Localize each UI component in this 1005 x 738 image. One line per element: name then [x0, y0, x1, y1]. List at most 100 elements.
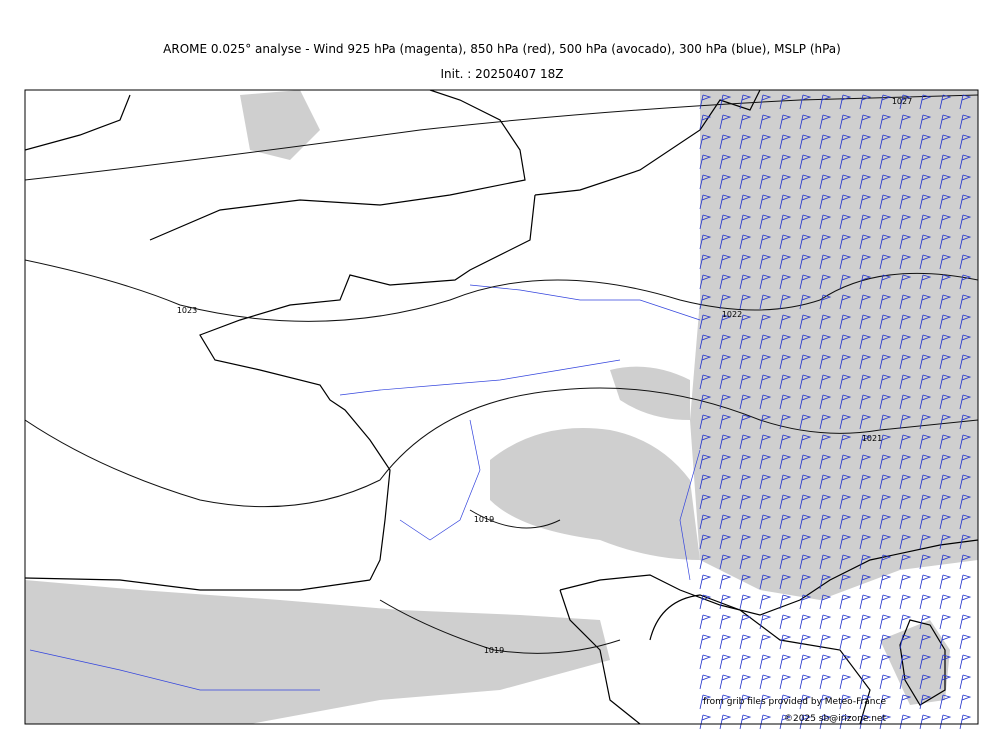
wind-barb: [819, 654, 824, 670]
wind-flag: [841, 614, 852, 621]
wind-flag: [841, 94, 852, 101]
isobars: [25, 94, 978, 654]
wind-barb: [759, 694, 764, 710]
wind-barb: [879, 354, 884, 370]
wind-flag: [961, 154, 972, 161]
wind-flag: [961, 554, 972, 561]
wind-flag: [801, 574, 812, 581]
wind-barb: [799, 394, 804, 410]
wind-barb: [919, 254, 924, 270]
wind-flag: [961, 654, 972, 661]
wind-flag: [941, 154, 952, 161]
wind-barb: [919, 194, 924, 210]
wind-barb: [919, 234, 924, 250]
wind-flag: [801, 94, 812, 101]
wind-flag: [881, 434, 892, 441]
wind-barb: [779, 194, 784, 210]
wind-barb: [779, 274, 784, 290]
wind-barb: [939, 294, 944, 310]
wind-flag: [861, 634, 872, 641]
wind-flag: [781, 434, 792, 441]
wind-barb: [739, 454, 744, 470]
wind-barb: [699, 714, 704, 730]
wind-flag: [761, 334, 772, 341]
wind-flag: [921, 394, 932, 401]
wind-barb: [759, 634, 764, 650]
wind-barb: [819, 134, 824, 150]
wind-flag: [901, 314, 912, 321]
wind-flag: [861, 334, 872, 341]
wind-barb: [719, 454, 724, 470]
wind-flag: [721, 254, 732, 261]
wind-barb: [919, 354, 924, 370]
wind-flag: [761, 94, 772, 101]
wind-barb: [959, 94, 964, 110]
wind-barb: [899, 94, 904, 110]
wind-flag: [841, 454, 852, 461]
wind-barb: [819, 534, 824, 550]
wind-flag: [821, 374, 832, 381]
wind-barb: [759, 254, 764, 270]
wind-barb: [719, 354, 724, 370]
wind-barb: [739, 314, 744, 330]
wind-flag: [861, 694, 872, 701]
wind-barb: [879, 294, 884, 310]
wind-flag: [701, 354, 712, 361]
wind-barb: [719, 214, 724, 230]
wind-flag: [801, 654, 812, 661]
wind-barb: [819, 634, 824, 650]
wind-flag: [941, 354, 952, 361]
wind-barb: [859, 94, 864, 110]
credit: from grib files provided by Meteo-France: [703, 697, 886, 707]
wind-barb: [959, 314, 964, 330]
wind-flag: [721, 114, 732, 121]
wind-barb: [879, 654, 884, 670]
wind-flag: [881, 454, 892, 461]
wind-barb: [879, 414, 884, 430]
wind-barb: [699, 614, 704, 630]
wind-flag: [801, 374, 812, 381]
wind-flag: [881, 334, 892, 341]
wind-barb: [939, 114, 944, 130]
isobar-label: 1021: [862, 434, 882, 443]
wind-flag: [861, 254, 872, 261]
wind-barb: [919, 594, 924, 610]
wind-barb: [719, 694, 724, 710]
wind-flag: [781, 554, 792, 561]
wind-flag: [821, 654, 832, 661]
wind-flag: [841, 694, 852, 701]
wind-flag: [721, 474, 732, 481]
wind-barb: [739, 154, 744, 170]
wind-flag: [841, 474, 852, 481]
wind-flag: [861, 674, 872, 681]
wind-barb: [739, 194, 744, 210]
wind-flag: [921, 494, 932, 501]
wind-barb: [799, 694, 804, 710]
wind-flag: [861, 94, 872, 101]
wind-flag: [861, 514, 872, 521]
wind-flag: [781, 674, 792, 681]
wind-flag: [921, 414, 932, 421]
wind-barb: [939, 374, 944, 390]
wind-barb: [839, 194, 844, 210]
wind-barb: [859, 374, 864, 390]
wind-barb: [819, 694, 824, 710]
wind-barb: [719, 614, 724, 630]
wind-flag: [901, 154, 912, 161]
wind-barb: [779, 334, 784, 350]
wind-barb: [699, 214, 704, 230]
wind-barb: [879, 574, 884, 590]
wind-barb: [879, 474, 884, 490]
wind-barb: [899, 414, 904, 430]
wind-flag: [881, 174, 892, 181]
wind-barb: [839, 374, 844, 390]
wind-flag: [841, 254, 852, 261]
wind-barb: [779, 254, 784, 270]
wind-barb: [799, 654, 804, 670]
wind-flag: [921, 174, 932, 181]
wind-flag: [921, 354, 932, 361]
wind-flag: [881, 274, 892, 281]
wind-flag: [741, 714, 752, 721]
wind-barb: [939, 234, 944, 250]
wind-flag: [701, 374, 712, 381]
